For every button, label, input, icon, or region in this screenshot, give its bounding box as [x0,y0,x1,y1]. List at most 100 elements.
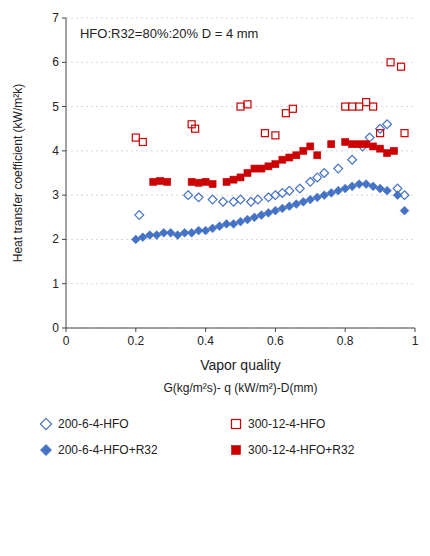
point [348,155,357,164]
point [265,163,272,170]
point [254,195,263,204]
series [131,180,408,244]
point [223,178,230,185]
point [251,165,258,172]
point [194,193,203,202]
point [342,139,349,146]
point [184,191,193,200]
point [244,170,251,177]
point [195,179,202,186]
point [391,147,398,154]
point [363,141,370,148]
y-tick-label: 2 [52,232,59,246]
point [383,186,392,195]
point [139,139,146,146]
point [208,195,217,204]
point [306,177,315,186]
series [132,59,408,146]
point [237,174,244,181]
y-tick-label: 6 [52,55,59,69]
point [135,211,144,220]
point [384,150,391,157]
point [272,132,279,139]
legend-marker [232,446,241,455]
y-tick [62,62,66,63]
y-grid-line [66,328,415,329]
y-grid-line [66,283,415,284]
point [244,101,251,108]
point [289,105,296,112]
point [164,178,171,185]
point [236,195,245,204]
point [328,141,335,148]
y-tick-label: 4 [52,144,59,158]
x-tick-label: 1 [412,334,419,348]
y-tick [62,328,66,329]
axes: 00.20.40.60.8101234567 [52,11,418,348]
y-tick-label: 5 [52,100,59,114]
y-grid-line [66,18,415,19]
y-tick-label: 3 [52,188,59,202]
point [356,141,363,148]
point [356,103,363,110]
legend-label: 200-6-4-HFO [58,417,129,431]
point [157,177,164,184]
legend-item: 300-12-4-HFO [232,417,326,431]
point [209,181,216,188]
legend-marker [232,420,241,429]
point [230,176,237,183]
legend-item: 200-6-4-HFO+R32 [40,443,158,457]
point [342,103,349,110]
point [285,186,294,195]
legend-marker [40,418,51,429]
legend-label: 300-12-4-HFO+R32 [248,443,355,457]
point [286,154,293,161]
legend-item: 300-12-4-HFO+R32 [232,443,355,457]
point [377,130,384,137]
x-tick [345,328,346,332]
point [282,110,289,117]
point [377,145,384,152]
y-tick-label: 1 [52,277,59,291]
point [150,178,157,185]
legend-item: 200-6-4-HFO [40,417,128,431]
y-grid-line [66,239,415,240]
y-tick [62,150,66,151]
x-tick [205,328,206,332]
annotation: HFO:R32=80%:20% D = 4 mm [80,26,258,41]
x-tick [415,328,416,332]
point [313,173,322,182]
y-tick [62,239,66,240]
x-tick-label: 0.6 [267,334,284,348]
point [314,152,321,159]
point [334,164,343,173]
point [192,125,199,132]
x-tick-label: 0.8 [337,334,354,348]
point [307,143,314,150]
y-tick [62,283,66,284]
x-axis-label-2: G(kg/m²s)- q (kW/m²)-D(mm) [164,381,318,395]
point [132,134,139,141]
x-tick [275,328,276,332]
point [398,63,405,70]
point [393,191,402,200]
x-axis-line [66,328,415,329]
point [401,130,408,137]
grid [66,18,415,328]
point [237,103,244,110]
point [258,165,265,172]
series [150,139,398,188]
point [188,178,195,185]
x-tick-label: 0.2 [127,334,144,348]
point [370,103,377,110]
legend: 200-6-4-HFO 200-6-4-HFO+R32 300-12-4-HFO 30… [40,417,354,457]
y-axis-line [66,18,67,328]
y-tick [62,195,66,196]
point [261,130,268,137]
legend-marker [40,444,51,455]
point [219,197,228,206]
y-axis-label: Heat transfer coefficient (kW/m²k) [11,84,25,263]
y-tick [62,18,66,19]
x-tick [135,328,136,332]
point [295,184,304,193]
